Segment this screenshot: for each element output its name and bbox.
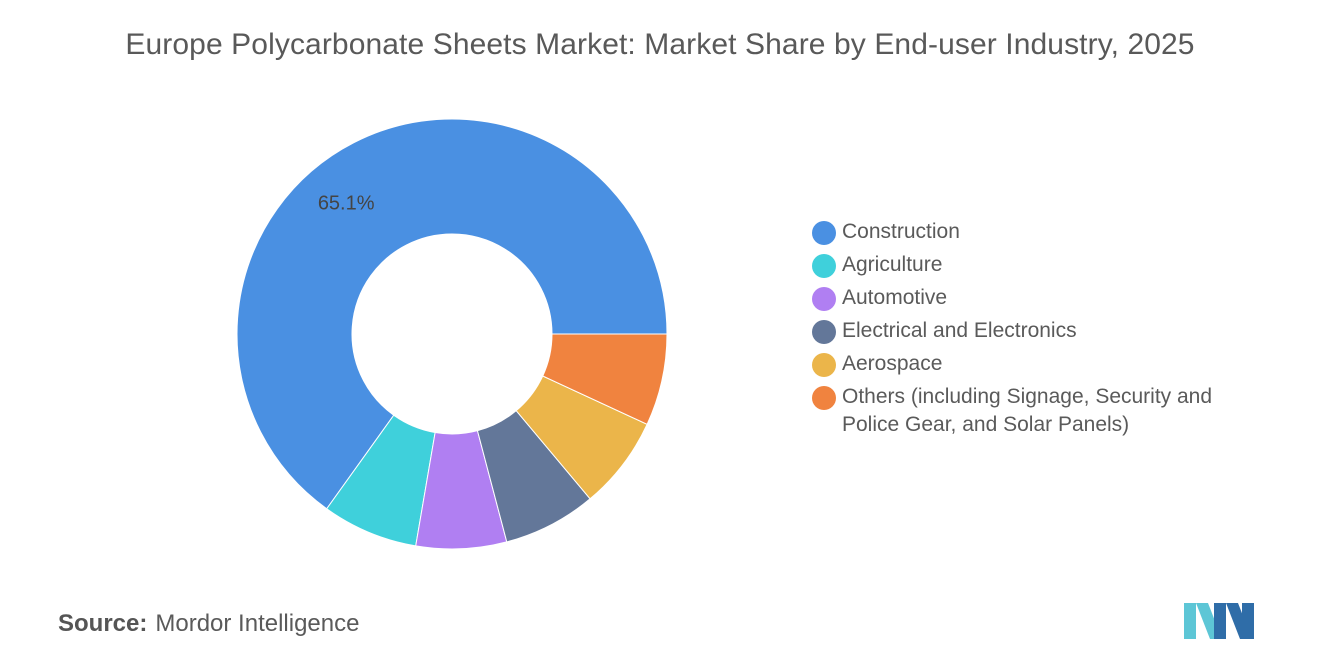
source-note: Source: Mordor Intelligence bbox=[58, 610, 359, 638]
mordor-intelligence-logo-icon bbox=[1184, 603, 1254, 639]
source-text: Mordor Intelligence bbox=[155, 610, 360, 637]
legend-label: Construction bbox=[842, 220, 960, 243]
legend-label: Automotive bbox=[842, 286, 948, 309]
legend-swatch bbox=[812, 254, 836, 278]
legend-label: Others (including Signage, Security and … bbox=[842, 385, 1213, 436]
legend-label: Electrical and Electronics bbox=[842, 319, 1077, 342]
legend-item-3: Automotive bbox=[812, 284, 1252, 312]
legend-item-2: Agriculture bbox=[812, 251, 1252, 279]
legend-item-4: Electrical and Electronics bbox=[812, 317, 1252, 345]
donut-slice-1 bbox=[236, 118, 668, 510]
legend-label: Agriculture bbox=[842, 253, 943, 276]
legend-swatch bbox=[812, 221, 836, 245]
source-label: Source: bbox=[58, 610, 148, 637]
legend-label: Aerospace bbox=[842, 352, 943, 375]
slice-data-label-1: 65.1% bbox=[318, 192, 375, 214]
donut-slice-6 bbox=[542, 333, 668, 425]
legend-swatch bbox=[812, 386, 836, 410]
legend-swatch bbox=[812, 353, 836, 377]
legend-swatch bbox=[812, 287, 836, 311]
legend-item-6: Others (including Signage, Security and … bbox=[812, 383, 1252, 439]
chart-legend: Construction Agriculture Automotive Electri… bbox=[812, 218, 1252, 444]
legend-item-5: Aerospace bbox=[812, 350, 1252, 378]
legend-swatch bbox=[812, 320, 836, 344]
legend-item-1: Construction bbox=[812, 218, 1252, 246]
chart-title: Europe Polycarbonate Sheets Market: Mark… bbox=[125, 28, 1195, 61]
